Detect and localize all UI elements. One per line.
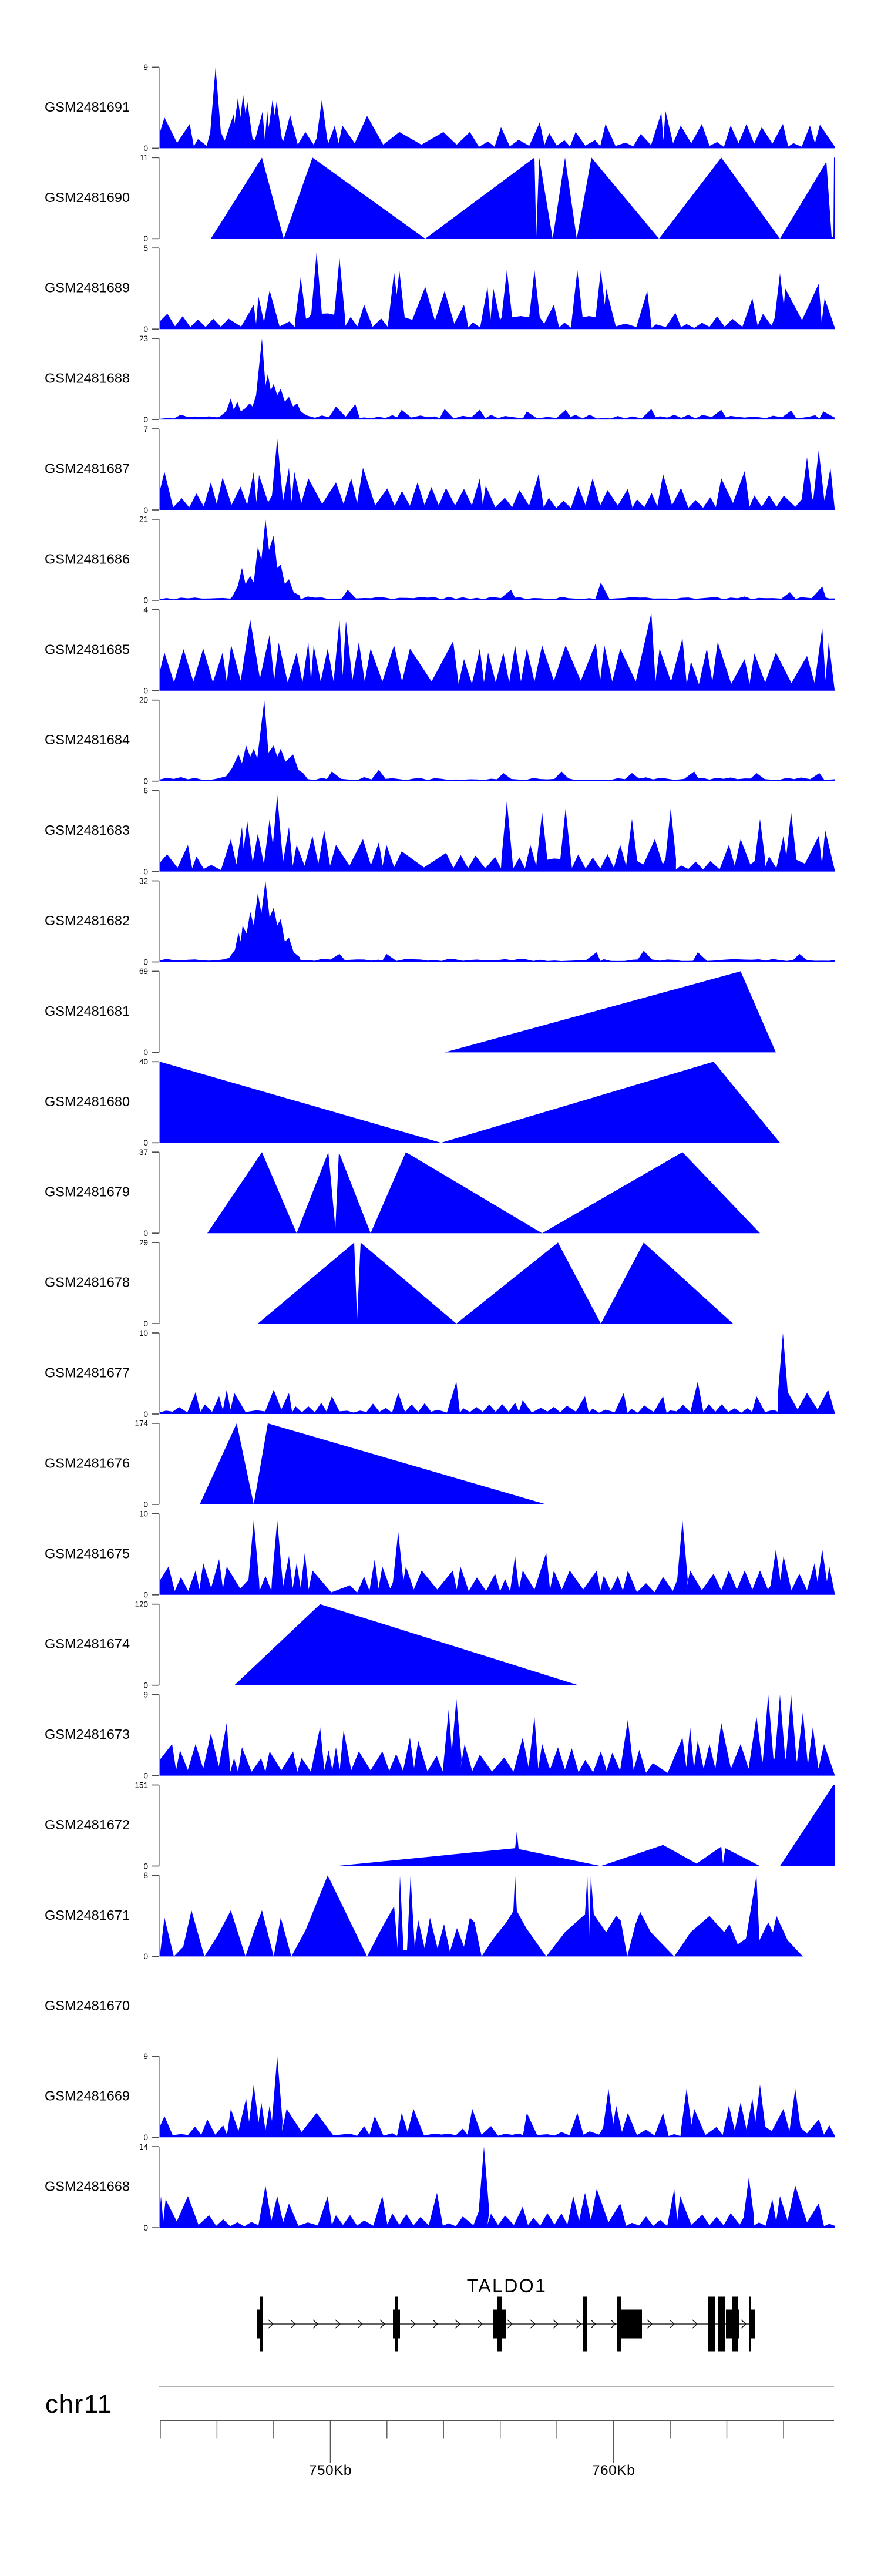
svg-text:8: 8: [143, 1871, 148, 1880]
svg-text:0: 0: [143, 1862, 148, 1870]
svg-text:0: 0: [143, 415, 148, 424]
svg-text:21: 21: [139, 515, 148, 524]
svg-text:32: 32: [139, 876, 148, 885]
svg-text:23: 23: [139, 334, 148, 343]
svg-text:0: 0: [143, 777, 148, 786]
svg-text:14: 14: [139, 2142, 149, 2151]
svg-text:GSM2481678: GSM2481678: [45, 1275, 130, 1290]
svg-text:0: 0: [143, 1500, 148, 1509]
svg-text:0: 0: [143, 1681, 148, 1690]
svg-text:0: 0: [143, 2133, 148, 2142]
svg-text:GSM2481690: GSM2481690: [45, 190, 130, 205]
svg-text:0: 0: [143, 1138, 148, 1147]
svg-text:TALDO1: TALDO1: [467, 2275, 547, 2296]
svg-text:GSM2481691: GSM2481691: [45, 99, 130, 115]
svg-text:0: 0: [143, 234, 148, 243]
svg-text:9: 9: [143, 1690, 148, 1699]
svg-text:GSM2481680: GSM2481680: [45, 1094, 130, 1109]
svg-text:6: 6: [143, 786, 148, 795]
svg-text:GSM2481679: GSM2481679: [45, 1184, 130, 1200]
svg-text:GSM2481688: GSM2481688: [45, 371, 130, 386]
svg-text:0: 0: [143, 1048, 148, 1057]
svg-text:chr11: chr11: [45, 2390, 113, 2419]
svg-text:10: 10: [139, 1329, 148, 1338]
svg-text:0: 0: [143, 2224, 148, 2232]
svg-text:11: 11: [140, 153, 148, 162]
svg-text:0: 0: [143, 325, 148, 334]
svg-text:10: 10: [139, 1510, 148, 1519]
svg-text:69: 69: [139, 967, 148, 976]
svg-text:174: 174: [134, 1419, 148, 1428]
svg-text:151: 151: [134, 1781, 148, 1789]
svg-text:9: 9: [143, 63, 148, 72]
svg-text:GSM2481682: GSM2481682: [45, 913, 130, 928]
svg-text:GSM2481681: GSM2481681: [45, 1003, 130, 1019]
svg-text:0: 0: [143, 1591, 148, 1600]
svg-text:0: 0: [143, 867, 148, 876]
svg-text:GSM2481687: GSM2481687: [45, 461, 130, 476]
svg-text:29: 29: [139, 1238, 148, 1247]
svg-text:750Kb: 750Kb: [309, 2463, 352, 2478]
svg-text:760Kb: 760Kb: [592, 2463, 635, 2478]
svg-text:GSM2481669: GSM2481669: [45, 2088, 130, 2104]
svg-text:GSM2481673: GSM2481673: [45, 1727, 130, 1742]
svg-text:GSM2481676: GSM2481676: [45, 1455, 130, 1470]
svg-text:0: 0: [143, 1771, 148, 1780]
svg-text:0: 0: [143, 1410, 148, 1419]
svg-text:GSM2481689: GSM2481689: [45, 280, 130, 295]
svg-text:40: 40: [139, 1057, 148, 1066]
svg-text:GSM2481686: GSM2481686: [45, 551, 130, 566]
svg-text:37: 37: [139, 1148, 148, 1157]
svg-text:GSM2481684: GSM2481684: [45, 732, 130, 747]
svg-text:GSM2481677: GSM2481677: [45, 1365, 130, 1381]
svg-text:GSM2481668: GSM2481668: [45, 2179, 130, 2194]
svg-text:GSM2481675: GSM2481675: [45, 1546, 130, 1561]
svg-text:4: 4: [143, 606, 148, 614]
svg-text:20: 20: [139, 696, 148, 705]
svg-text:GSM2481685: GSM2481685: [45, 642, 130, 657]
svg-text:GSM2481670: GSM2481670: [45, 1998, 130, 2013]
svg-text:0: 0: [143, 596, 148, 605]
svg-text:0: 0: [143, 1229, 148, 1238]
svg-text:0: 0: [143, 1952, 148, 1961]
svg-text:0: 0: [143, 144, 148, 153]
svg-text:0: 0: [143, 687, 148, 696]
svg-text:GSM2481671: GSM2481671: [45, 1907, 130, 1923]
svg-text:9: 9: [143, 2052, 148, 2061]
svg-text:GSM2481683: GSM2481683: [45, 822, 130, 838]
svg-text:0: 0: [143, 1319, 148, 1328]
svg-text:0: 0: [143, 958, 148, 966]
svg-text:120: 120: [134, 1600, 148, 1609]
svg-text:0: 0: [143, 506, 148, 515]
svg-text:GSM2481672: GSM2481672: [45, 1817, 130, 1832]
svg-text:7: 7: [143, 425, 148, 434]
svg-text:GSM2481674: GSM2481674: [45, 1636, 130, 1651]
svg-text:5: 5: [143, 244, 148, 253]
